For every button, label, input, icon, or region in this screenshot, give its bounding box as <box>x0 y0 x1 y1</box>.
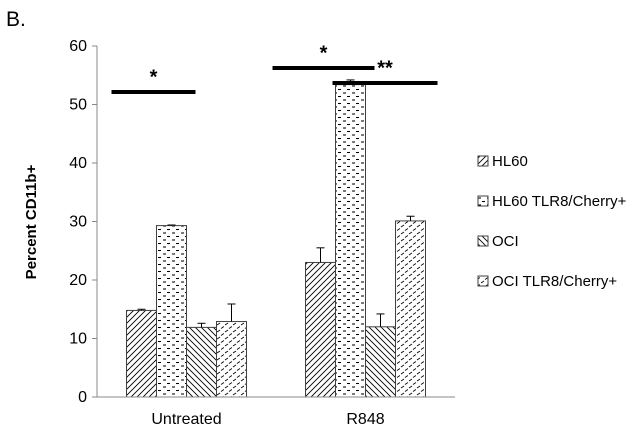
bar-untreated-series-2 <box>186 326 217 398</box>
bar-untreated-series-3 <box>216 321 247 398</box>
legend-label: OCI TLR8/Cherry+ <box>492 273 617 290</box>
y-tick-label: 30 <box>69 214 87 231</box>
y-axis-title: Percent CD11b+ <box>23 164 40 279</box>
x-axis-labels: Untreated R848 <box>151 411 384 428</box>
significance-label: * <box>320 43 328 65</box>
legend-label: OCI <box>492 233 519 250</box>
x-category-label: Untreated <box>151 411 221 428</box>
bar-r848-series-3 <box>395 220 426 398</box>
legend-swatch <box>477 235 489 247</box>
y-tick-label: 10 <box>69 331 87 348</box>
bar-r848-series-1 <box>335 84 366 398</box>
bars <box>126 84 426 398</box>
y-tick-label: 40 <box>69 155 87 172</box>
significance-annotations: **** <box>111 43 438 94</box>
y-axis-ticks: 0 10 20 30 40 50 60 <box>69 38 97 406</box>
x-category-label: R848 <box>346 411 384 428</box>
legend-swatch <box>477 195 489 207</box>
legend-label: HL60 TLR8/Cherry+ <box>492 193 627 210</box>
bar-r848-series-0 <box>305 261 336 398</box>
bar-untreated-series-1 <box>156 225 187 398</box>
bar-untreated-series-0 <box>126 309 157 398</box>
bar-r848-series-2 <box>365 326 396 398</box>
significance-label: ** <box>377 58 393 80</box>
panel-label: B. <box>6 8 26 31</box>
y-tick-label: 0 <box>78 389 87 406</box>
y-tick-label: 50 <box>69 97 87 114</box>
legend-label: HL60 <box>492 153 528 170</box>
y-tick-label: 20 <box>69 272 87 289</box>
legend: HL60 HL60 TLR8/Cherry+ OCI OCI TLR8/Cherry+ <box>477 153 627 290</box>
legend-swatch <box>477 275 489 287</box>
y-tick-label: 60 <box>69 38 87 55</box>
legend-swatch <box>477 155 489 167</box>
significance-label: * <box>150 67 158 89</box>
